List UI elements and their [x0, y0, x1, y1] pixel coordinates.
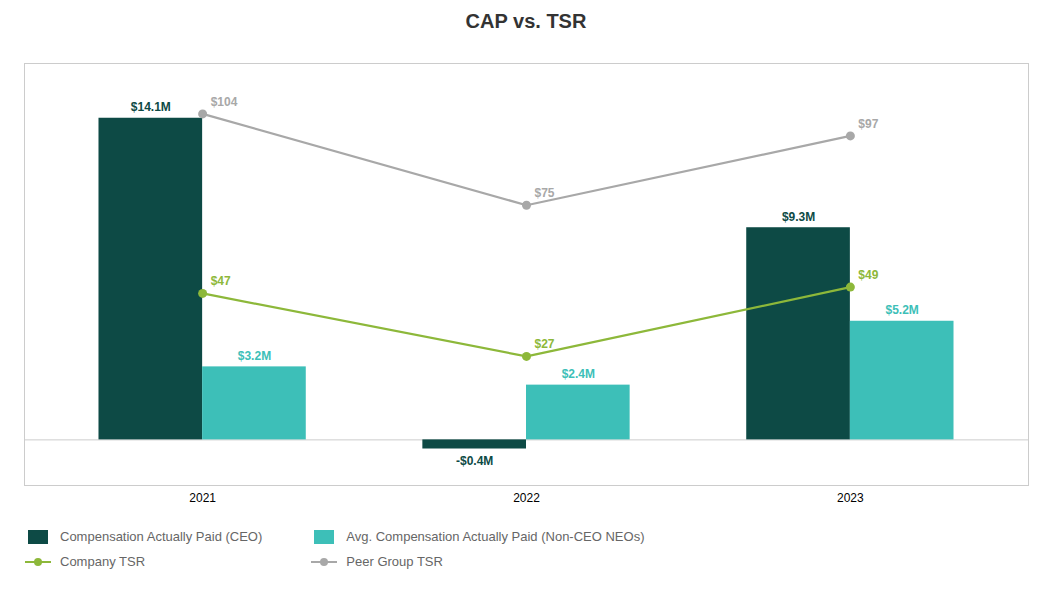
html-text:Avg. Compensation Actually Pai: Avg. Compensation Actually Paid (Non-CEO…: [346, 529, 645, 544]
svg-text:$14.1M: $14.1M: [131, 100, 171, 114]
svg-text:$27: $27: [535, 337, 555, 351]
svg-text:$2.4M: $2.4M: [562, 367, 595, 381]
svg-text:2021: 2021: [189, 491, 216, 505]
svg-text:$104: $104: [211, 95, 238, 109]
svg-text:$47: $47: [211, 274, 231, 288]
html-text:Company TSR: Company TSR: [60, 554, 145, 569]
html-text:Compensation Actually Paid (CE: Compensation Actually Paid (CEO): [60, 529, 263, 544]
svg-text:2023: 2023: [837, 491, 864, 505]
svg-text:$5.2M: $5.2M: [886, 303, 919, 317]
html-text:CAP vs. TSR: CAP vs. TSR: [465, 10, 587, 32]
svg-text:$9.3M: $9.3M: [782, 210, 815, 224]
svg-text:-$0.4M: -$0.4M: [456, 454, 493, 468]
svg-text:$75: $75: [535, 186, 555, 200]
svg-text:$97: $97: [858, 117, 878, 131]
svg-text:$3.2M: $3.2M: [238, 349, 271, 363]
html-text:Peer Group TSR: Peer Group TSR: [346, 554, 443, 569]
svg-text:$49: $49: [858, 268, 878, 282]
svg-text:2022: 2022: [513, 491, 540, 505]
